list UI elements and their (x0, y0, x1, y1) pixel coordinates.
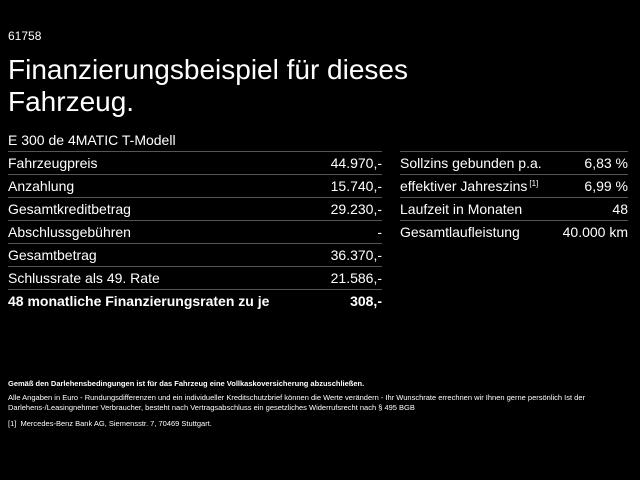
table-row: Laufzeit in Monaten 48 (400, 197, 628, 220)
label-text: Anzahlung (8, 178, 75, 194)
row-value: 48 (612, 201, 628, 217)
row-label: Fahrzeugpreis (8, 155, 98, 171)
title: Finanzierungsbeispiel für dieses Fahrzeu… (8, 54, 408, 117)
row-value: 6,99 % (584, 178, 628, 194)
row-value: 44.970,- (330, 155, 382, 171)
notes: Gemäß den Darlehensbedingungen ist für d… (8, 379, 618, 429)
label-text: effektiver Jahreszins (400, 178, 528, 194)
row-label: Laufzeit in Monaten (400, 201, 522, 217)
table-row: Gesamtlaufleistung 40.000 km (400, 220, 628, 243)
table-row: 48 monatliche Finanzierungsraten zu je 30… (8, 289, 382, 312)
row-label: Gesamtkreditbetrag (8, 201, 131, 217)
row-label: Anzahlung (8, 178, 74, 194)
table-row: Abschlussgebühren - (8, 220, 382, 243)
table-row: Schlussrate als 49. Rate 21.586,- (8, 266, 382, 289)
insurance-note: Gemäß den Darlehensbedingungen ist für d… (8, 379, 365, 388)
table-row: Sollzins gebunden p.a. 6,83 % (400, 151, 628, 174)
label-text: Sollzins gebunden p.a. (400, 155, 542, 171)
label-text: Gesamtkreditbetrag (8, 201, 131, 217)
row-label: Sollzins gebunden p.a. (400, 155, 542, 171)
row-value: 21.586,- (330, 270, 382, 286)
footnote: [1] Mercedes-Benz Bank AG, Siemensstr. 7… (8, 419, 618, 429)
label-text: Fahrzeugpreis (8, 155, 98, 171)
financing-table: Fahrzeugpreis 44.970,- Anzahlung 15.740,- Ge… (8, 151, 382, 312)
row-value: 36.370,- (330, 247, 382, 263)
label-text: Abschlussgebühren (8, 224, 131, 240)
row-label: effektiver Jahreszins [1] (400, 178, 538, 194)
label-text: Gesamtbetrag (8, 247, 97, 263)
footnote-ref: [1] (529, 179, 539, 188)
row-value: 15.740,- (330, 178, 382, 194)
table-row: effektiver Jahreszins [1] 6,99 % (400, 174, 628, 197)
table-row: Gesamtkreditbetrag 29.230,- (8, 197, 382, 220)
row-value: 6,83 % (584, 155, 628, 171)
row-value: 308,- (350, 293, 382, 309)
row-label: Gesamtlaufleistung (400, 224, 520, 240)
row-value: 29.230,- (330, 201, 382, 217)
disclaimer: Alle Angaben in Euro - Rundungsdifferenz… (8, 393, 586, 412)
row-label: Abschlussgebühren (8, 224, 131, 240)
vehicle-id: 61758 (8, 29, 42, 43)
table-row: Gesamtbetrag 36.370,- (8, 243, 382, 266)
table-row: Anzahlung 15.740,- (8, 174, 382, 197)
label-text: Schlussrate als 49. Rate (8, 270, 160, 286)
label-text: 48 monatliche Finanzierungsraten zu je (8, 293, 270, 309)
model-name: E 300 de 4MATIC T-Modell (8, 132, 176, 148)
footnote-text: Mercedes-Benz Bank AG, Siemensstr. 7, 70… (20, 419, 212, 428)
row-value: - (377, 224, 382, 240)
label-text: Laufzeit in Monaten (400, 201, 523, 217)
row-label: 48 monatliche Finanzierungsraten zu je (8, 293, 269, 309)
label-text: Gesamtlaufleistung (400, 224, 520, 240)
footnote-marker: [1] (8, 419, 17, 428)
row-label: Schlussrate als 49. Rate (8, 270, 160, 286)
row-label: Gesamtbetrag (8, 247, 97, 263)
row-value: 40.000 km (562, 224, 628, 240)
table-row: Fahrzeugpreis 44.970,- (8, 151, 382, 174)
terms-table: Sollzins gebunden p.a. 6,83 % effektiver J… (400, 151, 628, 243)
